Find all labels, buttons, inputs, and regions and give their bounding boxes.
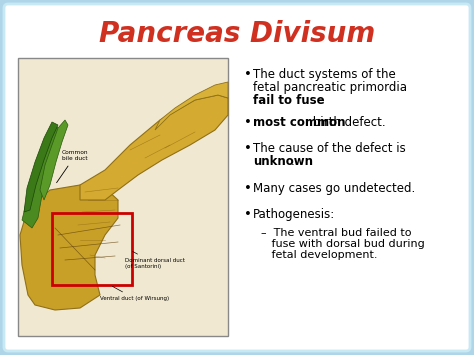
Text: fuse with dorsal bud during: fuse with dorsal bud during xyxy=(261,239,425,249)
Text: fetal development.: fetal development. xyxy=(261,250,377,260)
Text: Pancreas Divisum: Pancreas Divisum xyxy=(99,20,375,48)
Polygon shape xyxy=(22,125,60,228)
Text: •: • xyxy=(244,182,252,195)
Text: •: • xyxy=(244,208,252,221)
Polygon shape xyxy=(155,82,228,130)
Bar xyxy=(52,213,132,285)
Text: Pathogenesis:: Pathogenesis: xyxy=(253,208,335,221)
Text: The duct systems of the: The duct systems of the xyxy=(253,68,396,81)
FancyBboxPatch shape xyxy=(4,4,470,351)
Text: –  The ventral bud failed to: – The ventral bud failed to xyxy=(261,228,411,238)
Text: .: . xyxy=(302,94,306,107)
Text: Many cases go undetected.: Many cases go undetected. xyxy=(253,182,415,195)
Bar xyxy=(18,58,228,336)
Text: The cause of the defect is: The cause of the defect is xyxy=(253,142,406,155)
Text: •: • xyxy=(244,68,252,81)
Polygon shape xyxy=(24,122,58,212)
Polygon shape xyxy=(40,120,68,200)
Text: .: . xyxy=(291,155,295,168)
Text: unknown: unknown xyxy=(253,155,313,168)
Text: Ventral duct (of Wirsung): Ventral duct (of Wirsung) xyxy=(100,286,169,301)
Text: Dominant dorsal duct
(of Santorini): Dominant dorsal duct (of Santorini) xyxy=(125,251,185,269)
Polygon shape xyxy=(80,95,228,200)
Text: fetal pancreatic primordia: fetal pancreatic primordia xyxy=(253,81,407,94)
Text: Common
bile duct: Common bile duct xyxy=(56,150,89,183)
Text: •: • xyxy=(244,116,252,129)
Polygon shape xyxy=(20,185,118,310)
Text: fail to fuse: fail to fuse xyxy=(253,94,325,107)
Text: birth defect.: birth defect. xyxy=(309,116,386,129)
Text: most common: most common xyxy=(253,116,346,129)
Text: •: • xyxy=(244,142,252,155)
